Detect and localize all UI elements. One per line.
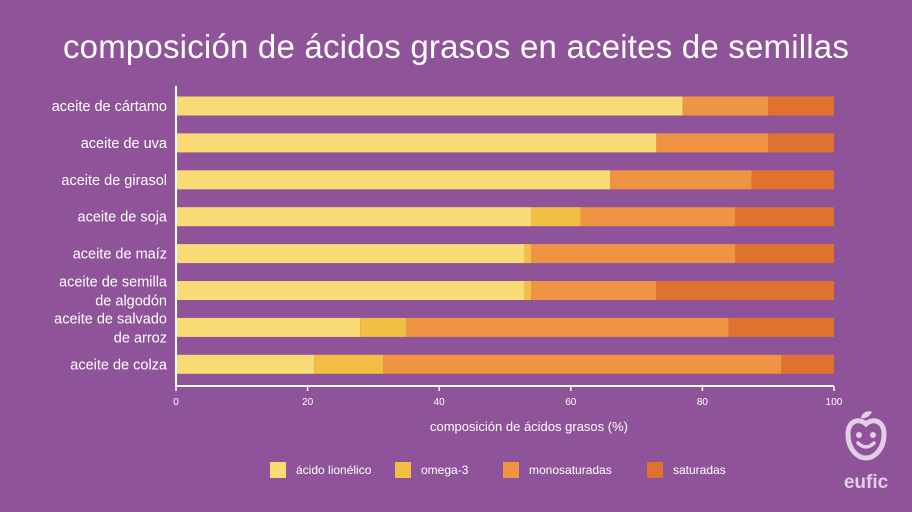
bar-segment [531, 244, 736, 264]
x-tick-label: 0 [173, 397, 179, 408]
category-label: aceite de semilla de algodón [59, 275, 168, 310]
category-label: aceite de salvado de arroz [54, 311, 167, 346]
bar-segment [610, 170, 752, 190]
bar-segment [751, 170, 834, 190]
apple-face-icon [845, 411, 887, 461]
legend-label: ácido lionélico [296, 463, 372, 477]
bar-segment [176, 170, 611, 190]
bar-segment [176, 317, 361, 337]
bar-segment [524, 281, 532, 300]
x-tick-label: 20 [302, 397, 314, 408]
bar-segment [383, 354, 782, 374]
bar-segment [735, 244, 834, 264]
bar-segment [531, 207, 581, 227]
legend-item-linoleic: ácido lionélico [270, 462, 395, 478]
legend-swatch [503, 462, 519, 478]
legend-swatch [647, 462, 663, 478]
category-label: aceite de soja [78, 210, 168, 226]
bar-segment [768, 96, 834, 116]
legend-label: monosaturadas [529, 463, 612, 477]
chart-title: composición de ácidos grasos en aceites … [62, 28, 850, 65]
x-axis-label: composición de ácidos grasos (%) [430, 419, 628, 434]
eufic-logo: eufic [834, 408, 898, 498]
bar-segment [580, 207, 736, 227]
bar-segment [524, 244, 532, 264]
bar-segment [360, 317, 407, 337]
x-tick-label: 60 [565, 397, 577, 408]
bar-segment [176, 244, 525, 264]
legend-label: saturadas [673, 463, 726, 477]
bar-segment [781, 354, 834, 374]
bar-segment [314, 354, 384, 374]
bar-segment [176, 281, 525, 300]
brand-name: eufic [843, 472, 889, 493]
bar-segment [656, 281, 834, 300]
legend-label: omega-3 [421, 463, 469, 477]
category-label: aceite de colza [70, 357, 168, 373]
bar-segment [176, 207, 532, 227]
bar-segment [531, 281, 657, 300]
legend-item-omega3: omega-3 [395, 462, 503, 478]
legend-item-sat: saturadas [647, 462, 726, 478]
legend-item-mono: monosaturadas [503, 462, 647, 478]
bar-segment [176, 96, 683, 116]
category-label: aceite de maíz [73, 247, 167, 263]
category-label: aceite de uva [81, 136, 168, 152]
bar-segment [176, 133, 657, 153]
bar-segment [768, 133, 834, 153]
category-label: aceite de girasol [61, 173, 167, 189]
bar-segment [176, 354, 315, 374]
legend: ácido lionélico omega-3 monosaturadas sa… [270, 460, 726, 480]
legend-swatch [270, 462, 286, 478]
bar-segment [682, 96, 769, 116]
x-tick-label: 80 [697, 397, 709, 408]
legend-swatch [395, 462, 411, 478]
category-label: aceite de cártamo [52, 99, 167, 115]
bar-segment [728, 317, 834, 337]
bar-segment [406, 317, 729, 337]
bar-segment [735, 207, 834, 227]
x-tick-label: 40 [434, 397, 446, 408]
x-tick-label: 100 [826, 397, 843, 408]
bar-segment [656, 133, 769, 153]
